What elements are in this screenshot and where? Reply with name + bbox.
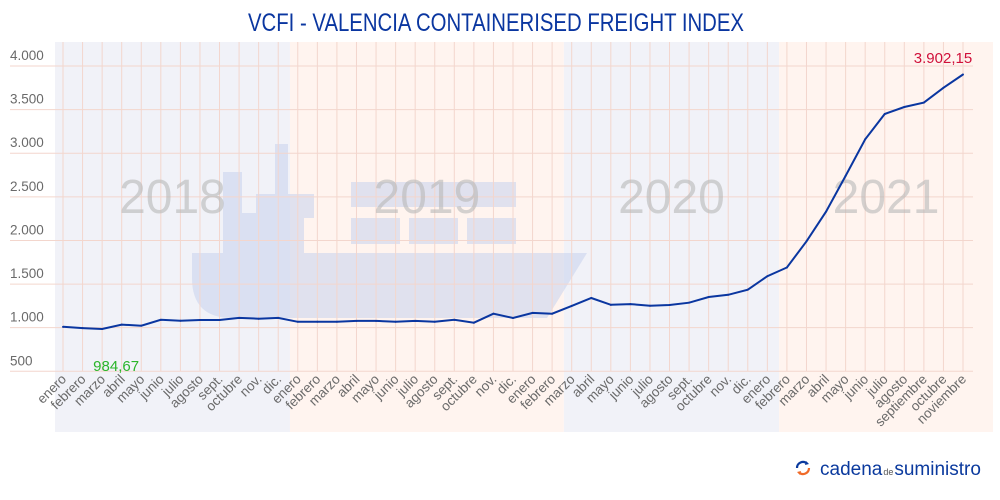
y-tick-label: 3.500 — [10, 92, 44, 107]
data-point — [707, 295, 710, 298]
data-point — [159, 318, 162, 321]
data-point — [414, 319, 417, 322]
data-point — [81, 327, 84, 330]
data-point — [688, 301, 691, 304]
chart-title: VCFI - VALENCIA CONTAINERISED FREIGHT IN… — [248, 9, 744, 37]
data-point — [922, 101, 925, 104]
data-point — [844, 174, 847, 177]
data-point — [433, 320, 436, 323]
data-point — [531, 311, 534, 314]
data-point — [140, 324, 143, 327]
min-value-label: 984,67 — [93, 358, 139, 375]
logo-text-cadena: cadena — [820, 459, 883, 480]
data-point — [629, 303, 632, 306]
data-point — [472, 321, 475, 324]
data-point — [277, 316, 280, 319]
data-point — [62, 325, 64, 328]
logo-text-suministro: suministro — [894, 459, 981, 480]
year-labels: 2018 2019 2020 2021 — [119, 171, 939, 224]
cadena-de-suministro-logo: cadena de suministro — [794, 457, 981, 481]
y-tick-label: 2.000 — [10, 222, 44, 237]
data-point — [668, 304, 671, 307]
data-point — [609, 303, 612, 306]
data-point — [785, 266, 788, 269]
data-point — [257, 317, 260, 320]
y-tick-label: 4.000 — [10, 48, 44, 63]
data-point — [335, 320, 338, 323]
data-point — [590, 297, 593, 300]
data-point — [962, 73, 964, 76]
year-label: 2018 — [119, 171, 226, 224]
data-point — [727, 293, 730, 296]
data-point — [296, 320, 299, 323]
data-point — [805, 240, 808, 243]
data-point — [238, 316, 241, 319]
data-point — [766, 275, 769, 278]
data-point — [942, 86, 945, 89]
year-label: 2020 — [618, 171, 725, 224]
data-point — [864, 138, 867, 141]
year-label: 2019 — [374, 171, 481, 224]
grid — [10, 42, 973, 372]
data-point — [551, 312, 554, 315]
annotations: 984,67 3.902,15 — [93, 50, 972, 375]
year-label: 2021 — [833, 171, 940, 224]
data-point — [198, 319, 201, 322]
data-point — [453, 318, 456, 321]
period-band-2021 — [779, 42, 993, 432]
data-point — [883, 112, 886, 115]
data-point — [316, 320, 319, 323]
data-point — [903, 105, 906, 108]
data-point — [492, 312, 495, 315]
data-point — [825, 210, 828, 213]
max-value-label: 3.902,15 — [914, 50, 972, 67]
y-tick-label: 1.500 — [10, 266, 44, 281]
y-tick-label: 2.500 — [10, 179, 44, 194]
data-point — [394, 320, 397, 323]
y-tick-label: 500 — [10, 353, 33, 368]
refresh-arrows-icon — [795, 460, 811, 476]
data-point — [120, 323, 123, 326]
data-point — [375, 319, 378, 322]
data-point — [101, 328, 104, 331]
data-point — [746, 288, 749, 291]
data-point — [355, 319, 358, 322]
data-point — [570, 304, 573, 307]
data-point — [512, 317, 514, 320]
data-point — [179, 319, 182, 322]
y-axis: 500 1.000 1.500 2.000 2.500 3.000 3.500 4.000 — [10, 48, 44, 368]
y-tick-label: 1.000 — [10, 310, 44, 325]
ship-watermark-icon — [192, 144, 587, 318]
logo-text-de: de — [883, 467, 894, 477]
period-band-2020 — [563, 42, 780, 432]
data-point — [218, 319, 221, 322]
y-tick-label: 3.000 — [10, 135, 44, 150]
data-point — [648, 304, 651, 307]
